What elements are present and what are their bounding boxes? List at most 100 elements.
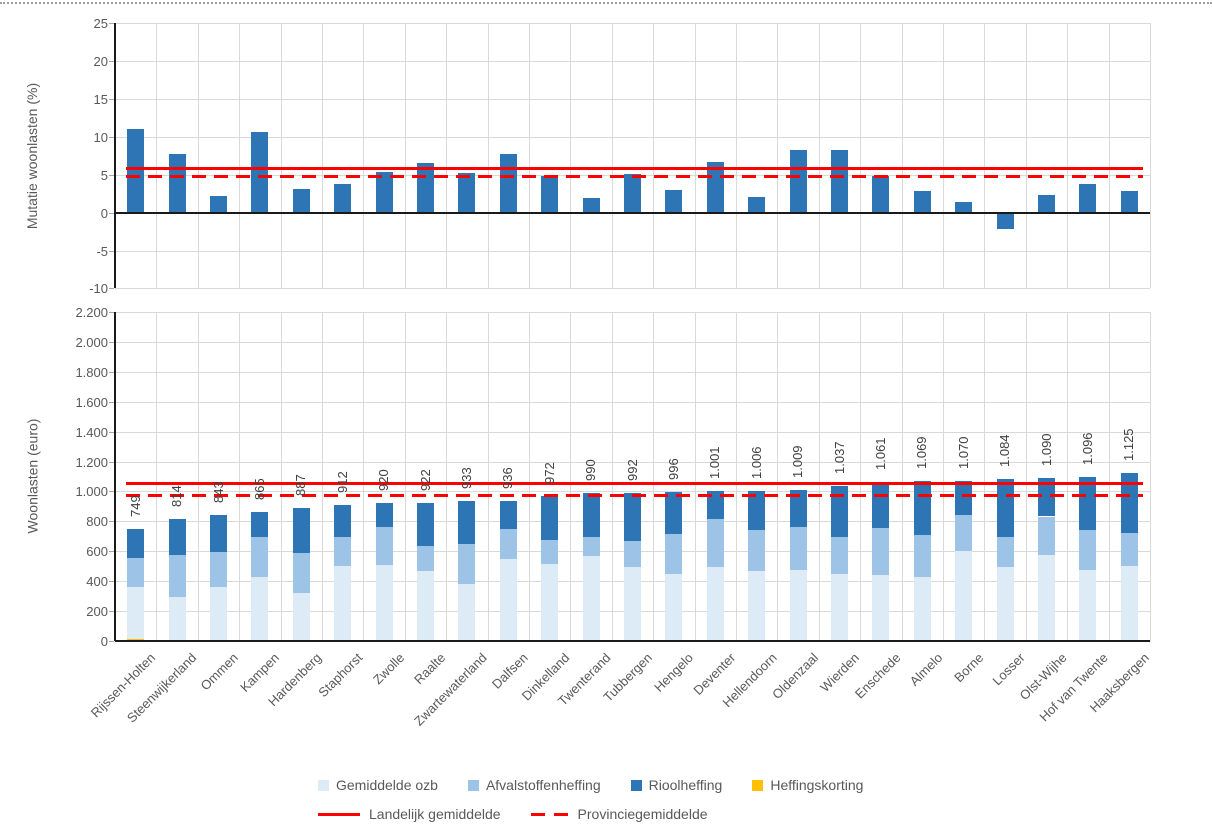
gridline-vertical bbox=[322, 23, 323, 289]
x-category-label: Zwartewaterland bbox=[410, 650, 490, 729]
legend-item-heffingskorting: Heffingskorting bbox=[752, 777, 863, 793]
mutation-bar bbox=[624, 174, 641, 213]
stack-segment-afvalstoffenheffing bbox=[872, 528, 890, 575]
gridline-horizontal bbox=[115, 288, 1150, 290]
mutation-bar bbox=[1079, 183, 1097, 213]
gridline-vertical bbox=[239, 312, 241, 641]
bar-total-label: 933 bbox=[458, 467, 474, 490]
gridline-vertical bbox=[197, 312, 199, 641]
stack-segment-afvalstoffenheffing bbox=[127, 558, 145, 588]
y-tick-label: 1.000 bbox=[75, 484, 108, 500]
y-tick-mark bbox=[109, 521, 114, 523]
stack-segment-rioolheffing bbox=[665, 492, 683, 534]
stack-segment-afvalstoffenheffing bbox=[292, 553, 310, 594]
y-tick-mark bbox=[109, 491, 114, 493]
reference-line-provincie bbox=[126, 494, 1143, 498]
stack-segment-gemiddelde-ozb bbox=[541, 563, 559, 641]
gridline-vertical bbox=[901, 312, 903, 641]
y-tick-label: 0 bbox=[100, 633, 108, 649]
gridline-vertical bbox=[736, 312, 737, 641]
x-category-label: Zwolle bbox=[369, 650, 407, 688]
y-tick-mark bbox=[109, 174, 114, 176]
legend-label: Heffingskorting bbox=[770, 777, 864, 793]
stack-segment-afvalstoffenheffing bbox=[499, 529, 517, 559]
y-tick-mark bbox=[109, 312, 114, 314]
y-tick-label: 1.200 bbox=[75, 454, 108, 470]
bar-total-label: 1.037 bbox=[831, 441, 847, 474]
stack-segment-afvalstoffenheffing bbox=[251, 536, 269, 577]
mutation-bar bbox=[1120, 190, 1138, 213]
bar-total-label: 990 bbox=[583, 459, 599, 481]
y-tick-mark bbox=[109, 580, 114, 582]
mutation-bar bbox=[334, 183, 352, 213]
gridline-vertical bbox=[736, 23, 737, 289]
gridline-vertical bbox=[653, 23, 655, 289]
gridline-vertical bbox=[239, 23, 241, 289]
bar-total-label: 1.096 bbox=[1079, 432, 1095, 466]
gridline-vertical bbox=[363, 312, 365, 641]
stack-segment-gemiddelde-ozb bbox=[1120, 566, 1138, 641]
page-top-dotted-border bbox=[0, 2, 1212, 4]
gridline-vertical bbox=[611, 312, 613, 641]
legend-label: Gemiddelde ozb bbox=[336, 777, 438, 793]
mutation-bar bbox=[831, 149, 848, 213]
stack-segment-gemiddelde-ozb bbox=[334, 566, 352, 641]
stack-segment-afvalstoffenheffing bbox=[624, 540, 641, 567]
gridline-vertical bbox=[943, 23, 944, 289]
y-tick-label: 400 bbox=[86, 573, 108, 589]
gridline-vertical bbox=[653, 312, 655, 641]
x-category-label: Borne bbox=[951, 650, 987, 686]
gridline-vertical bbox=[529, 312, 530, 641]
mutation-bar bbox=[872, 176, 890, 213]
stack-segment-gemiddelde-ozb bbox=[582, 556, 600, 641]
legend-item-rioolheffing: Rioolheffing bbox=[630, 777, 722, 793]
stack-segment-gemiddelde-ozb bbox=[624, 566, 641, 641]
stack-segment-rioolheffing bbox=[582, 492, 600, 537]
y-tick-mark bbox=[109, 401, 114, 403]
zero-axis-line bbox=[115, 211, 1150, 214]
gridline-vertical bbox=[984, 23, 986, 289]
gridline-horizontal bbox=[115, 61, 1150, 63]
gridline-vertical bbox=[280, 23, 282, 289]
stack-segment-rioolheffing bbox=[499, 500, 517, 530]
bar-total-label: 1.061 bbox=[872, 437, 888, 471]
mutation-bar bbox=[582, 198, 600, 213]
y-axis-line bbox=[114, 23, 116, 289]
legend-label: Landelijk gemiddelde bbox=[369, 806, 501, 822]
y-tick-label: 20 bbox=[93, 54, 108, 70]
y-tick-mark bbox=[109, 431, 114, 433]
stack-segment-gemiddelde-ozb bbox=[665, 574, 683, 641]
bar-total-label: 936 bbox=[500, 467, 516, 489]
gridline-vertical bbox=[943, 312, 944, 641]
stack-segment-afvalstoffenheffing bbox=[955, 515, 973, 551]
mutation-bar bbox=[458, 173, 476, 213]
legend-item-provinciegemiddelde: Provinciegemiddelde bbox=[530, 806, 708, 822]
stack-segment-gemiddelde-ozb bbox=[168, 596, 186, 641]
stack-segment-afvalstoffenheffing bbox=[913, 535, 931, 577]
gridline-vertical bbox=[1067, 312, 1069, 641]
gridline-vertical bbox=[818, 23, 820, 289]
chart-legend-series-row: Gemiddelde ozb Afvalstoffenheffing Rioolhe… bbox=[318, 777, 893, 793]
mutation-bar bbox=[375, 171, 393, 213]
stack-segment-afvalstoffenheffing bbox=[1079, 529, 1097, 570]
gridline-vertical bbox=[901, 23, 903, 289]
mutation-bar bbox=[665, 189, 683, 213]
gridline-vertical bbox=[570, 23, 572, 289]
stack-segment-gemiddelde-ozb bbox=[872, 574, 890, 641]
mutation-bar bbox=[251, 132, 269, 213]
stack-segment-gemiddelde-ozb bbox=[913, 576, 931, 641]
bar-total-label: 1.090 bbox=[1038, 433, 1054, 466]
gridline-horizontal bbox=[115, 250, 1150, 252]
stack-segment-rioolheffing bbox=[913, 481, 931, 535]
stack-segment-gemiddelde-ozb bbox=[789, 570, 807, 641]
gridline-vertical bbox=[446, 23, 448, 289]
y-tick-label: 10 bbox=[93, 129, 108, 145]
stack-segment-rioolheffing bbox=[1120, 472, 1138, 533]
y-tick-label: 800 bbox=[86, 514, 108, 530]
y-tick-label: 1.800 bbox=[75, 365, 108, 380]
reference-line-landelijk bbox=[126, 482, 1143, 486]
gridline-horizontal bbox=[115, 372, 1150, 373]
legend-swatch-icon bbox=[318, 779, 329, 791]
stack-segment-rioolheffing bbox=[872, 482, 890, 528]
mutation-bar bbox=[913, 190, 931, 213]
